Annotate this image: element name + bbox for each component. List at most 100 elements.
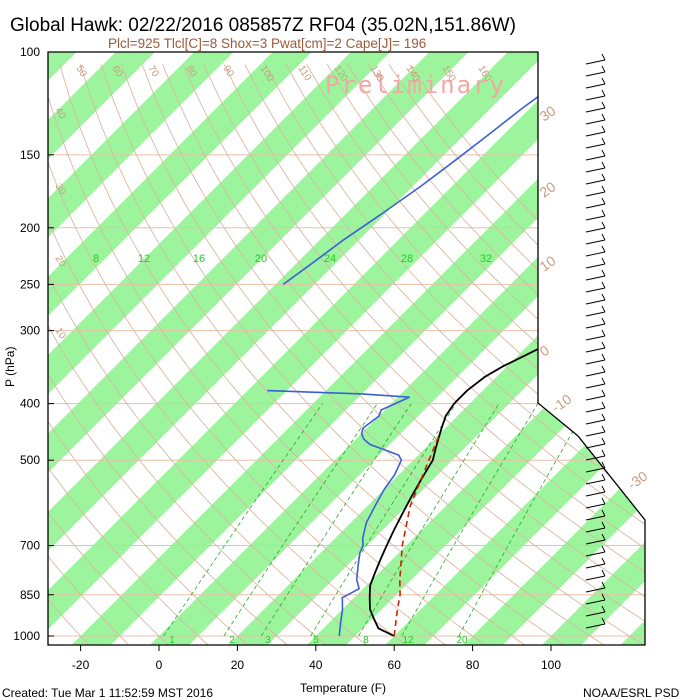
- dry-adiabat: [182, 64, 645, 645]
- wind-barb: [585, 371, 606, 377]
- mixing-ratio-lower-label: 3: [265, 635, 271, 646]
- watermark-text: Preliminary: [325, 71, 506, 99]
- dry-adiabat: [100, 64, 610, 645]
- footer-created: Created: Tue Mar 1 11:52:59 MST 2016: [2, 686, 213, 700]
- wind-barb: [585, 215, 606, 221]
- dewpoint-line: [267, 389, 410, 637]
- y-tick-label: 500: [20, 453, 40, 467]
- wind-barb: [585, 563, 606, 569]
- dry-adiabat: [48, 64, 491, 645]
- wind-barb: [585, 599, 606, 605]
- wind-barb-flag: [601, 293, 606, 301]
- wind-barb-flag: [601, 77, 606, 85]
- y-tick-label: 1000: [13, 629, 40, 643]
- plot-area: Preliminary: [48, 25, 700, 660]
- wind-barb-flag: [601, 137, 606, 145]
- wind-barb: [585, 155, 606, 161]
- wind-barb: [585, 431, 606, 437]
- dry-adiabat: [203, 64, 645, 645]
- wind-barbs-column: [585, 53, 606, 629]
- wind-barb-flag: [601, 485, 606, 493]
- dry-adiabat: [265, 64, 645, 645]
- wind-barb: [585, 383, 606, 389]
- wind-barb-flag: [601, 185, 606, 193]
- mixing-ratio-lines: [163, 403, 590, 637]
- y-tick-label: 400: [20, 397, 40, 411]
- x-tick-label: 60: [388, 658, 402, 672]
- dry-adiabat: [285, 64, 645, 645]
- wind-barb-flag: [601, 233, 606, 241]
- wind-barb-flag: [601, 425, 606, 433]
- wind-barb-flag: [601, 353, 606, 361]
- dry-adiabat: [48, 64, 93, 645]
- wind-barb-flag: [601, 269, 606, 277]
- wind-barb-flag: [601, 173, 606, 181]
- green-band: [684, 25, 700, 660]
- mixing-ratio-label: 28: [401, 253, 413, 265]
- wind-barb-flag: [601, 617, 606, 625]
- wind-barb: [585, 275, 606, 281]
- mixing-ratio-labels: 8 12 16 20 24 28 321 2 3 5 8 12 20: [93, 253, 492, 646]
- mixing-ratio-lower-label: 2: [229, 635, 235, 646]
- chart-title: Global Hawk: 02/22/2016 085857Z RF04 (35…: [10, 15, 516, 36]
- wind-barb: [585, 551, 606, 557]
- wind-barb: [585, 191, 606, 197]
- y-tick-label: 700: [20, 539, 40, 553]
- wind-barb-flag: [601, 329, 606, 337]
- dry-adiabat: [48, 64, 332, 645]
- dry-adiabat: [48, 64, 451, 645]
- mixing-ratio-label: 12: [138, 253, 150, 265]
- mixing-ratio-label: 8: [93, 253, 99, 265]
- wind-barb-flag: [601, 365, 606, 373]
- wind-barb-flag: [601, 101, 606, 109]
- wind-barb-flag: [601, 605, 606, 613]
- dry-adiabat: [79, 64, 570, 645]
- dry-adiabat: [223, 64, 645, 645]
- mixing-ratio-lower-label: 5: [313, 635, 319, 646]
- x-axis: -20 0 20 40 60 80 100: [72, 645, 561, 672]
- wind-barb: [585, 419, 606, 425]
- wind-barb: [585, 167, 606, 173]
- wind-barb-flag: [601, 389, 606, 397]
- mixing-ratio-label: 24: [324, 253, 336, 265]
- wind-barb: [585, 395, 606, 401]
- wind-barb-flag: [601, 509, 606, 517]
- wind-barb-flag: [601, 569, 606, 577]
- wind-barb-flag: [601, 125, 606, 133]
- wind-barb-flag: [601, 377, 606, 385]
- side-label: 20: [537, 178, 559, 200]
- wind-barb: [585, 527, 606, 533]
- x-tick-label: 0: [156, 658, 163, 672]
- wind-barb-flag: [601, 413, 606, 421]
- wind-barb-flag: [601, 557, 606, 565]
- wind-barb-flag: [601, 341, 606, 349]
- wind-barb: [585, 323, 606, 329]
- wind-barb-flag: [601, 305, 606, 313]
- wind-barb: [585, 143, 606, 149]
- dry-adiabat: [48, 64, 371, 645]
- y-axis-label: P (hPa): [3, 347, 17, 387]
- wind-barb: [585, 239, 606, 245]
- mixing-ratio-lower-label: 12: [402, 635, 414, 646]
- x-tick-label: 100: [541, 658, 561, 672]
- wind-barb-flag: [601, 53, 606, 61]
- x-axis-label: Temperature (F): [300, 681, 386, 695]
- y-tick-label: 150: [20, 148, 40, 162]
- wind-barb-flag: [601, 521, 606, 529]
- wind-barb: [585, 59, 606, 65]
- wind-barb: [585, 287, 606, 293]
- wind-barb: [585, 203, 606, 209]
- wind-barb-flag: [601, 317, 606, 325]
- mixing-ratio-line: [223, 403, 378, 637]
- x-tick-label: 40: [309, 658, 323, 672]
- green-band: [448, 52, 645, 645]
- upper-dewpoint-line: [282, 70, 572, 286]
- wind-barb-flag: [601, 533, 606, 541]
- y-tick-label: 300: [20, 324, 40, 338]
- wind-barb: [585, 611, 606, 617]
- dry-adiabat: [306, 64, 645, 645]
- dry-adiabat: [48, 64, 292, 645]
- wind-barb: [585, 587, 606, 593]
- dry-adiabat: [326, 64, 645, 645]
- wind-barb: [585, 311, 606, 317]
